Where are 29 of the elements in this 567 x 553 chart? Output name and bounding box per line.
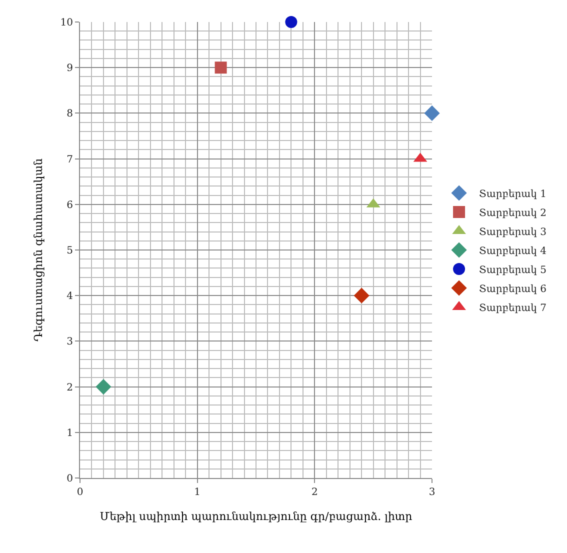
- legend-label: Տարբերակ 3: [479, 226, 546, 238]
- legend-label: Տարբերակ 7: [479, 302, 546, 314]
- y-tick-label: 7: [66, 154, 73, 166]
- y-tick-label: 5: [66, 246, 73, 256]
- x-tick-label: 1: [194, 487, 201, 498]
- y-tick-label: 0: [66, 474, 73, 484]
- point: [354, 288, 370, 304]
- legend-label: Տարբերակ 5: [479, 264, 546, 276]
- y-tick-label: 1: [66, 428, 73, 439]
- y-tick-label: 6: [66, 200, 73, 211]
- point: [424, 105, 440, 121]
- y-tick-label: 10: [60, 18, 73, 28]
- x-axis-title: Մեթիլ սպիրտի պարունակությունը գր/բացարձ. լիտր: [100, 510, 412, 524]
- y-axis-title: Դեգուստացիոն գնահատական: [32, 158, 45, 342]
- point: [96, 379, 112, 395]
- y-tick-label: 3: [66, 336, 73, 348]
- legend-label: Տարբերակ 6: [479, 284, 546, 295]
- point: [214, 62, 227, 74]
- legend-label: Տարբերակ 2: [479, 208, 546, 219]
- y-tick-label: 9: [66, 63, 73, 74]
- legend-label: Տարբերակ 1: [479, 188, 546, 200]
- y-tick-label: 8: [66, 108, 73, 120]
- legend-label: Տարբերակ 4: [479, 246, 546, 257]
- x-tick-label: 3: [428, 487, 436, 498]
- y-tick-label: 4: [66, 291, 73, 302]
- point: [285, 16, 298, 28]
- y-tick-label: 2: [66, 382, 73, 394]
- x-tick-label: 0: [76, 487, 84, 498]
- x-tick-label: 2: [311, 487, 318, 498]
